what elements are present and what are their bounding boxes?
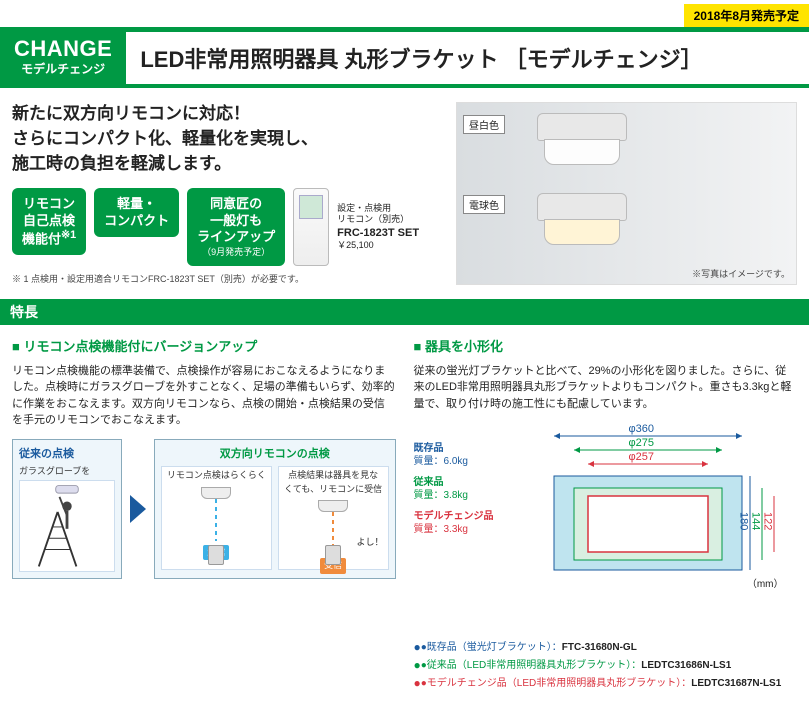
weight-row-existing: 既存品 質量：6.0kg [414, 442, 494, 468]
badge3-l1: 同意匠の [210, 196, 262, 211]
legend3-pre: ●モデルチェンジ品（LED非常用照明器具丸形ブラケット）： [421, 678, 692, 689]
lamp-daylight-icon [537, 113, 627, 165]
section-features-title: 特長 [0, 299, 809, 325]
lead-line-3: 施工時の負担を軽減します。 [12, 154, 231, 173]
header-bar: CHANGE モデルチェンジ LED非常用照明器具 丸形ブラケット ［モデルチェ… [0, 27, 809, 88]
badges-row: リモコン 自己点検 機能付※1 軽量・ コンパクト 同意匠の 一般灯も ラインア… [12, 188, 442, 266]
mini-lamp-icon-2 [318, 500, 348, 512]
dim-inner-d: φ257 [629, 449, 655, 466]
page-title: LED非常用照明器具 丸形ブラケット ［モデルチェンジ］ [126, 32, 809, 84]
label-bulb: 電球色 [463, 195, 505, 214]
remote-note2: リモコン（別売） [337, 214, 419, 226]
scene-recv: 点検結果は器具を見な くても、リモコンに受信 受信 よし！ [278, 466, 389, 570]
change-box: CHANGE モデルチェンジ [0, 29, 126, 86]
hand-remote-icon [208, 545, 224, 565]
badge3-l3: ラインアップ [197, 229, 275, 244]
hand-remote-icon-2 [325, 545, 341, 565]
legend-row-3: ●●モデルチェンジ品（LED非常用照明器具丸形ブラケット）：LEDTC31687… [414, 674, 798, 692]
w3-value: 質量：3.3kg [414, 523, 494, 536]
change-title: CHANGE [14, 37, 112, 61]
hero: 新たに双方向リモコンに対応！ さらにコンパクト化、軽量化を実現し、 施工時の負担… [0, 102, 809, 295]
legend-row-2: ●●従来品（LED非常用照明器具丸形ブラケット）：LEDTC31686N-LS1 [414, 656, 798, 674]
badge3-sub: （9月発売予定） [197, 247, 275, 258]
badge1-note: ※1 [61, 229, 76, 241]
badge-remote-selfcheck: リモコン 自己点検 機能付※1 [12, 188, 86, 255]
feature2-title: 器具を小形化 [414, 337, 798, 357]
badge1-l2: 自己点検 [23, 213, 75, 228]
mini-lamp-icon [201, 487, 231, 499]
remote-note1: 設定・点検用 [337, 203, 419, 215]
feature-col-2: 器具を小形化 従来の蛍光灯ブラケットと比べて、29%の小形化を図りました。さらに… [414, 337, 798, 692]
compare-old-title: 従来の点検 [19, 446, 115, 463]
release-badge: 2018年8月発売予定 [684, 4, 809, 27]
badge-compact: 軽量・ コンパクト [94, 188, 179, 237]
remote-text: 設定・点検用 リモコン（別売） FRC-1823T SET ￥25,100 [337, 203, 419, 252]
feature2-body: 従来の蛍光灯ブラケットと比べて、29%の小形化を図りました。さらに、従来のLED… [414, 363, 798, 413]
lead-line-1: 新たに双方向リモコンに対応！ [12, 104, 250, 123]
lamp-bulb-icon [537, 193, 627, 245]
lead-line-2: さらにコンパクト化、軽量化を実現し、 [12, 129, 318, 148]
ladder-scene-icon [19, 480, 115, 572]
legend: ●●既存品（蛍光灯ブラケット）：FTC-31680N-GL ●●従来品（LED非… [414, 638, 798, 692]
remote-price: ￥25,100 [337, 240, 419, 252]
label-daylight: 昼白色 [463, 115, 505, 134]
w1-label: 既存品 [414, 442, 494, 455]
badge-lineup: 同意匠の 一般灯も ラインアップ （9月発売予定） [187, 188, 285, 266]
remote-model: FRC-1823T SET [337, 226, 419, 240]
compare-row: 従来の点検 ガラスグローブを 外しての点検は大変 [12, 439, 396, 579]
arrow-icon [130, 495, 146, 523]
hero-left: 新たに双方向リモコンに対応！ さらにコンパクト化、軽量化を実現し、 施工時の負担… [12, 102, 442, 285]
weight-row-previous: 従来品 質量：3.8kg [414, 476, 494, 502]
size-diagram: 既存品 質量：6.0kg 従来品 質量：3.8kg モデルチェンジ品 質量：3.… [414, 422, 798, 632]
legend-row-1: ●●既存品（蛍光灯ブラケット）：FTC-31680N-GL [414, 638, 798, 656]
scene-recv-label: 点検結果は器具を見な くても、リモコンに受信 [279, 469, 388, 496]
features: リモコン点検機能付にバージョンアップ リモコン点検機能の標準装備で、点検操作が容… [0, 337, 809, 702]
compare-new-title: 双方向リモコンの点検 [161, 446, 389, 463]
dimension-diagram: φ360 φ275 φ257 180 144 122 （mm） [534, 422, 784, 592]
change-subtitle: モデルチェンジ [14, 63, 112, 76]
badge1-l3: 機能付 [22, 231, 61, 246]
feature-col-1: リモコン点検機能付にバージョンアップ リモコン点検機能の標準装備で、点検操作が容… [12, 337, 396, 692]
hero-image: 昼白色 電球色 ※写真はイメージです。 [456, 102, 797, 285]
w2-value: 質量：3.8kg [414, 489, 494, 502]
remote-block: 設定・点検用 リモコン（別売） FRC-1823T SET ￥25,100 [293, 188, 419, 266]
lead-copy: 新たに双方向リモコンに対応！ さらにコンパクト化、軽量化を実現し、 施工時の負担… [12, 102, 442, 176]
w3-label: モデルチェンジ品 [414, 510, 494, 523]
feature1-title: リモコン点検機能付にバージョンアップ [12, 337, 396, 357]
mm-label: （mm） [747, 577, 784, 592]
yoshi-label: よし！ [356, 536, 383, 550]
legend2-model: LEDTC31686N-LS1 [641, 660, 731, 671]
remote-icon [293, 188, 329, 266]
image-note: ※写真はイメージです。 [692, 267, 790, 280]
scene-send-label: リモコン点検はらくらく [162, 469, 271, 483]
dim-inner-h: 122 [759, 512, 776, 530]
compare-old: 従来の点検 ガラスグローブを 外しての点検は大変 [12, 439, 122, 579]
badge3-l2: 一般灯も [210, 213, 262, 228]
feature1-body: リモコン点検機能の標準装備で、点検操作が容易におこなえるようになりました。点検時… [12, 363, 396, 429]
legend1-model: FTC-31680N-GL [562, 642, 637, 653]
beam-up-icon [215, 499, 217, 541]
badge1-l1: リモコン [23, 196, 75, 211]
legend3-model: LEDTC31687N-LS1 [691, 678, 781, 689]
badge2-l1: 軽量・ [117, 196, 156, 211]
legend2-pre: ●従来品（LED非常用照明器具丸形ブラケット）： [421, 660, 642, 671]
scene-send: リモコン点検はらくらく 送信 [161, 466, 272, 570]
footnote-1: ※ 1 点検用・設定用適合リモコンFRC-1823T SET（別売）が必要です。 [12, 272, 442, 285]
weight-row-new: モデルチェンジ品 質量：3.3kg [414, 510, 494, 536]
legend1-pre: ●既存品（蛍光灯ブラケット）： [421, 642, 562, 653]
compare-new: 双方向リモコンの点検 リモコン点検はらくらく 送信 点検結果は器具を見な くても… [154, 439, 396, 579]
badge2-l2: コンパクト [104, 213, 169, 228]
dual-scene: リモコン点検はらくらく 送信 点検結果は器具を見な くても、リモコンに受信 受信… [161, 466, 389, 570]
weight-table: 既存品 質量：6.0kg 従来品 質量：3.8kg モデルチェンジ品 質量：3.… [414, 442, 494, 544]
w2-label: 従来品 [414, 476, 494, 489]
w1-value: 質量：6.0kg [414, 455, 494, 468]
